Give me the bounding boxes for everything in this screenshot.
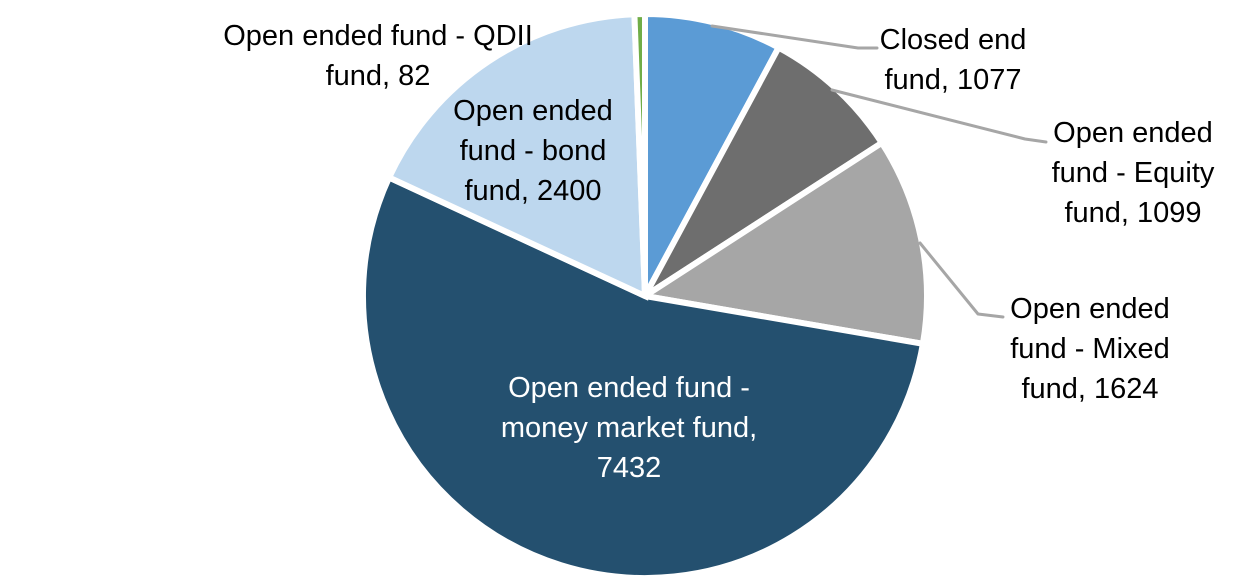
- pie-slice-qdii-fund: [631, 10, 648, 297]
- leader-line-equity-fund: [830, 88, 1048, 144]
- leader-line-closed-end-fund: [710, 24, 879, 50]
- pie-slice-bond-fund: [385, 11, 649, 301]
- pie-slice-equity-fund: [642, 43, 886, 299]
- pie-slice-money-market-fund: [359, 173, 927, 581]
- pie-slice-closed-end-fund: [642, 10, 783, 298]
- leader-line-mixed-fund: [918, 241, 1005, 319]
- pie-slice-mixed-fund: [636, 138, 930, 348]
